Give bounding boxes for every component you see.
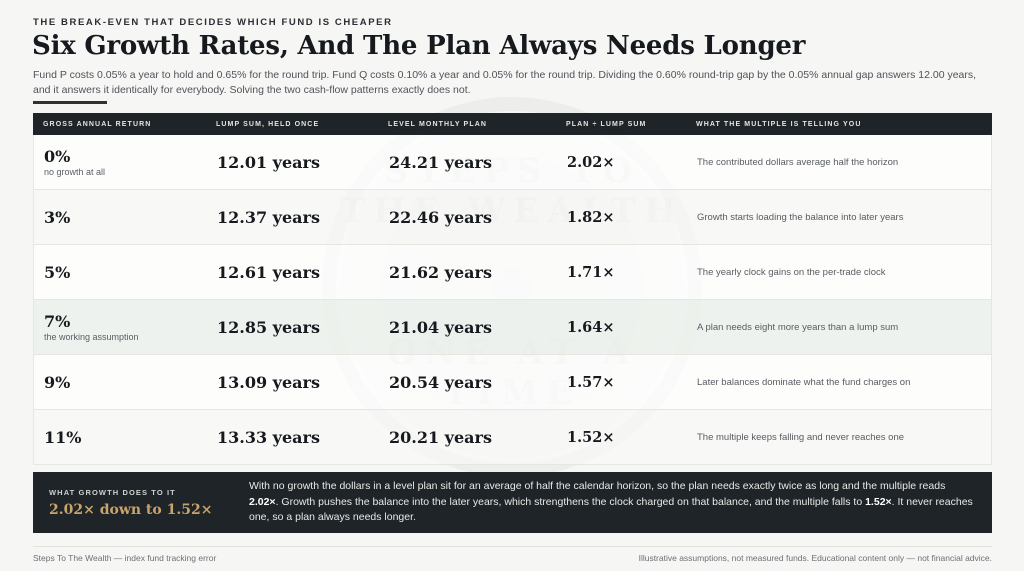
table-row-highlighted: 7% the working assumption 12.85 years 21.… [33,300,992,355]
summary-bold-start: 2.02× [249,495,276,508]
multiple-value: 2.02× [567,153,615,171]
rate-value: 9% [44,372,71,392]
rate-value: 0% [44,147,71,166]
lump-sum-years: 13.33 years [217,427,320,447]
multiple-explanation: The contributed dollars average half the… [697,156,899,168]
multiple-value: 1.57× [567,373,615,391]
multiple-value: 1.71× [567,263,615,281]
summary-bold-end: 1.52× [865,495,892,508]
footer-divider [33,546,992,547]
summary-label: WHAT GROWTH DOES TO IT [49,487,176,497]
lump-sum-years: 12.61 years [217,262,320,282]
summary-text: With no growth the dollars in a level pl… [249,480,973,524]
footer-disclaimer: Illustrative assumptions, not measured f… [638,553,992,563]
multiple-explanation: The multiple keeps falling and never rea… [697,431,905,443]
table-row: 3% 12.37 years 22.46 years 1.82× Growth … [33,190,992,245]
table-row: 11% 13.33 years 20.21 years 1.52× The mu… [33,410,992,465]
table-header: GROSS ANNUAL RETURN LUMP SUM, HELD ONCE … [33,113,992,135]
multiple-value: 1.82× [567,208,615,226]
lump-sum-years: 13.09 years [217,372,320,392]
column-header-telling: WHAT THE MULTIPLE IS TELLING YOU [696,120,862,128]
column-header-multiple: PLAN ÷ LUMP SUM [566,120,647,128]
lump-sum-years: 12.01 years [217,152,320,172]
rate-note: no growth at all [44,167,106,177]
lump-sum-years: 12.37 years [217,207,320,227]
table-row: 5% 12.61 years 21.62 years 1.71× The yea… [33,245,992,300]
plan-years: 22.46 years [389,207,492,227]
column-header-lump-sum: LUMP SUM, HELD ONCE [216,120,320,128]
plan-years: 21.04 years [389,317,492,337]
plan-years: 21.62 years [389,262,492,282]
summary-panel: WHAT GROWTH DOES TO IT 2.02× down to 1.5… [33,472,992,533]
table-row: 0% no growth at all 12.01 years 24.21 yea… [33,135,992,190]
lump-sum-years: 12.85 years [217,317,320,337]
breakeven-table: GROSS ANNUAL RETURN LUMP SUM, HELD ONCE … [33,113,992,465]
multiple-value: 1.52× [567,428,615,446]
intro-paragraph: Fund P costs 0.05% a year to hold and 0.… [33,69,977,96]
multiple-explanation: Growth starts loading the balance into l… [697,211,904,223]
plan-years: 20.54 years [389,372,492,392]
multiple-explanation: A plan needs eight more years than a lum… [697,321,899,333]
multiple-explanation: The yearly clock gains on the per-trade … [697,266,886,278]
rate-value: 11% [44,427,82,447]
rate-value: 3% [44,207,71,227]
multiple-explanation: Later balances dominate what the fund ch… [697,376,911,388]
column-header-monthly-plan: LEVEL MONTHLY PLAN [388,120,488,128]
plan-years: 20.21 years [389,427,492,447]
rate-value: 5% [44,262,71,282]
page-title: Six Growth Rates, And The Plan Always Ne… [32,31,806,61]
rate-note: the working assumption [44,332,139,342]
column-header-return: GROSS ANNUAL RETURN [43,120,152,128]
multiple-value: 1.64× [567,318,615,336]
table-row: 9% 13.09 years 20.54 years 1.57× Later b… [33,355,992,410]
summary-value: 2.02× down to 1.52× [49,501,213,518]
rate-value: 7% [44,312,71,331]
eyebrow: THE BREAK-EVEN THAT DECIDES WHICH FUND I… [33,17,393,28]
plan-years: 24.21 years [389,152,492,172]
accent-rule [33,101,107,104]
footer-source: Steps To The Wealth — index fund trackin… [33,553,217,563]
